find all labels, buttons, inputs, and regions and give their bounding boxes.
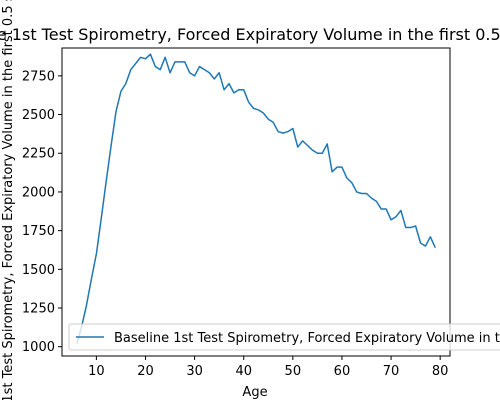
x-tick-label: 30 — [186, 364, 203, 379]
y-tick-label: 1250 — [22, 302, 55, 317]
chart-title: Baseline 1st Test Spirometry, Forced Exp… — [0, 25, 500, 44]
x-axis-ticks: 10 20 30 40 50 60 70 80 — [88, 356, 448, 379]
y-tick-label: 2750 — [22, 69, 55, 84]
legend-box — [68, 323, 500, 351]
y-tick-label: 1000 — [22, 340, 55, 355]
y-axis-label: Baseline 1st Test Spirometry, Forced Exp… — [1, 0, 16, 400]
x-tick-label: 70 — [383, 364, 400, 379]
x-tick-label: 80 — [432, 364, 449, 379]
x-tick-label: 10 — [88, 364, 105, 379]
x-tick-label: 60 — [334, 364, 351, 379]
x-tick-label: 40 — [235, 364, 252, 379]
y-tick-label: 2250 — [22, 147, 55, 162]
x-tick-label: 20 — [137, 364, 154, 379]
x-tick-label: 50 — [285, 364, 302, 379]
series-layer — [76, 53, 436, 344]
legend-label: Baseline 1st Test Spirometry, Forced Exp… — [114, 331, 500, 346]
y-tick-label: 2000 — [22, 185, 55, 200]
plot-frame — [61, 47, 451, 357]
x-axis-label: Age — [242, 385, 267, 400]
y-tick-label: 1500 — [22, 263, 55, 278]
y-tick-label: 2500 — [22, 108, 55, 123]
plot-area — [62, 48, 450, 356]
y-tick-label: 1750 — [22, 224, 55, 239]
y-axis-ticks: 1000 1250 1500 1750 2000 2250 2500 2750 — [22, 69, 62, 355]
legend: Baseline 1st Test Spirometry, Forced Exp… — [68, 323, 500, 351]
series-line-0 — [76, 53, 436, 344]
